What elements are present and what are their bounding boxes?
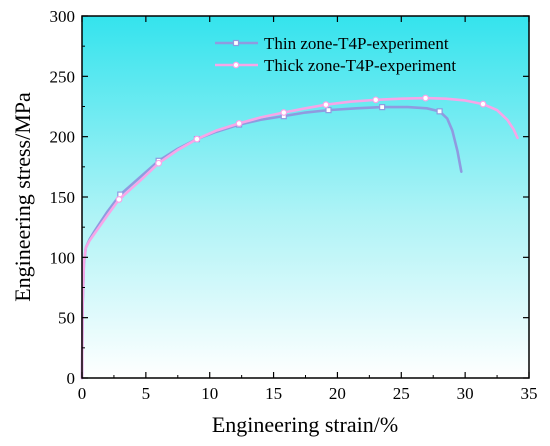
legend-marker-square xyxy=(232,39,240,47)
legend-marker-circle xyxy=(232,61,240,69)
y-tick-labels: 0 50 100 150 200 250 300 xyxy=(50,7,76,388)
x-tick-label: 15 xyxy=(265,384,282,403)
data-point xyxy=(280,109,288,116)
x-tick-labels: 0 5 10 15 20 25 30 35 xyxy=(78,384,538,403)
y-axis-title: Engineering stress/MPa xyxy=(10,92,35,302)
series-line xyxy=(80,96,519,380)
x-tick-label: 0 xyxy=(78,384,87,403)
y-tick-label: 200 xyxy=(50,128,76,147)
y-tick-label: 50 xyxy=(58,309,75,328)
x-tick-label: 25 xyxy=(393,384,410,403)
data-point xyxy=(479,100,487,108)
legend-item-thin: Thin zone-T4P-experiment xyxy=(215,34,449,53)
data-point xyxy=(322,101,330,109)
axis-ticks xyxy=(81,15,530,379)
y-tick-label: 0 xyxy=(67,369,76,388)
x-tick-label: 30 xyxy=(457,384,474,403)
data-point xyxy=(115,196,123,203)
data-point xyxy=(235,119,243,127)
y-tick-label: 300 xyxy=(50,7,76,26)
data-point xyxy=(436,108,443,115)
data-point xyxy=(325,107,332,114)
legend-label-thick: Thick zone-T4P-experiment xyxy=(264,56,456,75)
legend-item-thick: Thick zone-T4P-experiment xyxy=(215,56,456,75)
x-axis-title: Engineering strain/% xyxy=(212,412,398,437)
x-tick-label: 10 xyxy=(201,384,218,403)
data-point xyxy=(372,96,380,104)
x-tick-label: 20 xyxy=(329,384,346,403)
data-point xyxy=(193,135,201,143)
data-point xyxy=(379,104,386,111)
plot-area xyxy=(82,16,529,378)
legend-label-thin: Thin zone-T4P-experiment xyxy=(264,34,449,53)
series-thick-zone xyxy=(80,94,519,380)
x-tick-label: 35 xyxy=(521,384,538,403)
y-tick-label: 100 xyxy=(50,248,76,267)
data-point xyxy=(422,94,429,102)
y-tick-label: 250 xyxy=(50,67,76,86)
series-layer xyxy=(80,94,519,380)
y-tick-label: 150 xyxy=(50,188,76,207)
legend: Thin zone-T4P-experiment Thick zone-T4P-… xyxy=(215,34,456,75)
data-point xyxy=(155,159,163,167)
x-tick-label: 5 xyxy=(142,384,151,403)
